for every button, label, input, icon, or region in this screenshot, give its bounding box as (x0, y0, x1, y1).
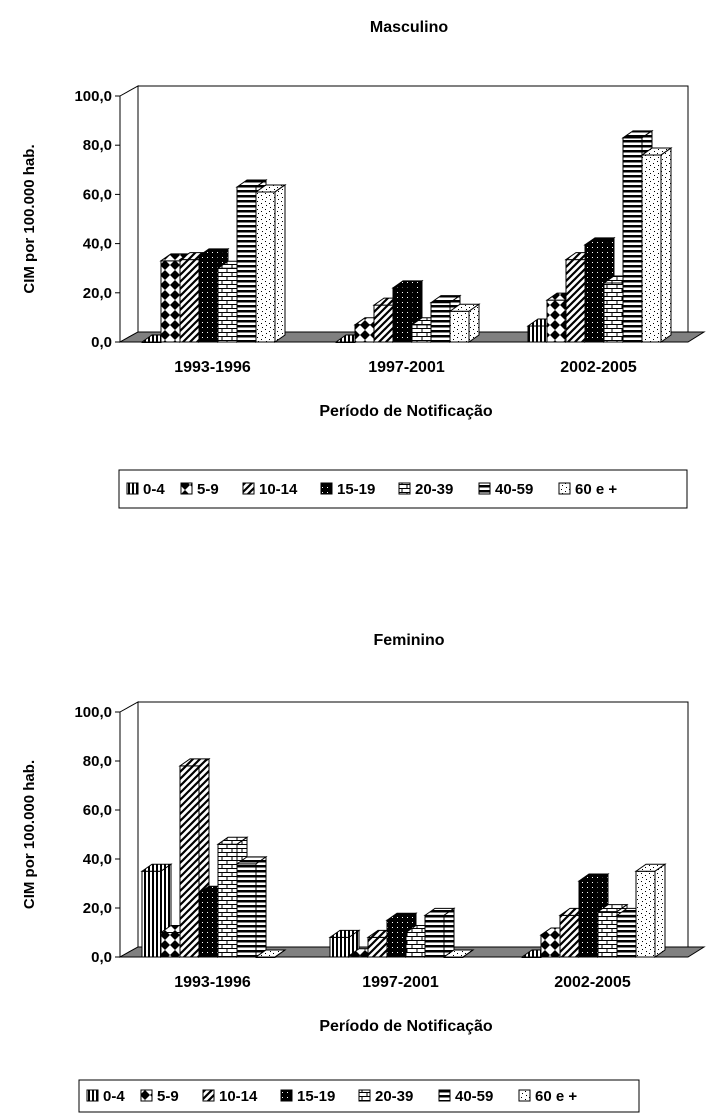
chart2-legend-label-60-e-plus: 60 e + (535, 1088, 577, 1105)
chart1-legend-label-40-59: 40-59 (495, 481, 533, 498)
chart1-ytick-label: 80,0 (83, 137, 112, 154)
chart2-ytick-label: 80,0 (83, 753, 112, 770)
chart2-ytick-label: 40,0 (83, 851, 112, 868)
chart2-bar-60-e-plus-1997-2001 (442, 949, 475, 958)
chart1-legend-swatch-60-e-plus (558, 482, 571, 495)
chart1-ytick-label: 40,0 (83, 236, 112, 253)
chart2-category-label: 1997-2001 (362, 974, 439, 991)
chart1-legend-swatch-20-39 (398, 482, 411, 495)
chart2-legend-label-5-9: 5-9 (157, 1088, 179, 1105)
chart2-legend-swatch-60-e-plus (518, 1089, 531, 1102)
chart2-ytick-label: 0,0 (91, 949, 112, 966)
chart1-legend-label-0-4: 0-4 (143, 481, 165, 498)
chart2-bar-40-59-1997-2001 (423, 907, 456, 958)
chart2-legend-label-40-59: 40-59 (455, 1088, 493, 1105)
chart2-legend-swatch-20-39 (358, 1089, 371, 1102)
chart1-xlabel: Período de Notificação (319, 403, 493, 420)
chart1-legend-swatch-10-14 (242, 482, 255, 495)
chart1-bar-60-e-plus-1993-1996 (254, 183, 287, 343)
chart2-legend-label-0-4: 0-4 (103, 1088, 125, 1105)
chart2-title: Feminino (373, 632, 444, 649)
chart1-bar-60-e-plus-2002-2005 (640, 147, 673, 343)
chart2-bar-0-4-1997-2001 (328, 929, 361, 958)
chart1-category-label: 2002-2005 (560, 359, 637, 376)
chart2-legend-swatch-15-19 (280, 1089, 293, 1102)
chart2-ytick-label: 100,0 (74, 704, 112, 721)
chart1-ytick-label: 0,0 (91, 334, 112, 351)
chart1-ytick-label: 20,0 (83, 285, 112, 302)
chart2-legend-swatch-0-4 (86, 1089, 99, 1102)
chart2-legend-swatch-40-59 (438, 1089, 451, 1102)
chart1-legend-label-5-9: 5-9 (197, 481, 219, 498)
chart2-legend-label-15-19: 15-19 (297, 1088, 335, 1105)
chart2-ytick-label: 60,0 (83, 802, 112, 819)
chart2-xlabel: Período de Notificação (319, 1018, 493, 1035)
chart2-category-label: 2002-2005 (554, 974, 631, 991)
chart1-title: Masculino (370, 19, 448, 36)
chart1-legend-swatch-5-9 (180, 482, 193, 495)
chart1-bar-60-e-plus-1997-2001 (448, 303, 481, 343)
chart1-category-label: 1993-1996 (174, 359, 251, 376)
chart2-ylabel: CIM por 100.000 hab. (21, 760, 38, 909)
chart2-legend-swatch-5-9 (140, 1089, 153, 1102)
chart1-side-wall (119, 85, 139, 343)
chart2-ytick-label: 20,0 (83, 900, 112, 917)
chart2-legend-label-10-14: 10-14 (219, 1088, 258, 1105)
chart2-bar-40-59-1993-1996 (235, 855, 268, 958)
chart1-legend-label-10-14: 10-14 (259, 481, 298, 498)
chart1-legend-label-15-19: 15-19 (337, 481, 375, 498)
chart1-legend-label-60-e-plus: 60 e + (575, 481, 617, 498)
chart1-legend-swatch-40-59 (478, 482, 491, 495)
chart1-category-label: 1997-2001 (368, 359, 445, 376)
chart1-ytick-label: 60,0 (83, 186, 112, 203)
chart1-legend-label-20-39: 20-39 (415, 481, 453, 498)
chart1-legend-swatch-0-4 (126, 482, 139, 495)
chart2-legend-swatch-10-14 (202, 1089, 215, 1102)
chart2-side-wall (119, 701, 139, 958)
chart1-ytick-label: 100,0 (74, 88, 112, 105)
chart2-category-label: 1993-1996 (174, 974, 251, 991)
chart1-legend-swatch-15-19 (320, 482, 333, 495)
chart1-ylabel: CIM por 100.000 hab. (21, 144, 38, 293)
chart2-legend-label-20-39: 20-39 (375, 1088, 413, 1105)
chart2-bar-60-e-plus-1993-1996 (254, 949, 287, 958)
chart2-bar-60-e-plus-2002-2005 (634, 863, 667, 958)
